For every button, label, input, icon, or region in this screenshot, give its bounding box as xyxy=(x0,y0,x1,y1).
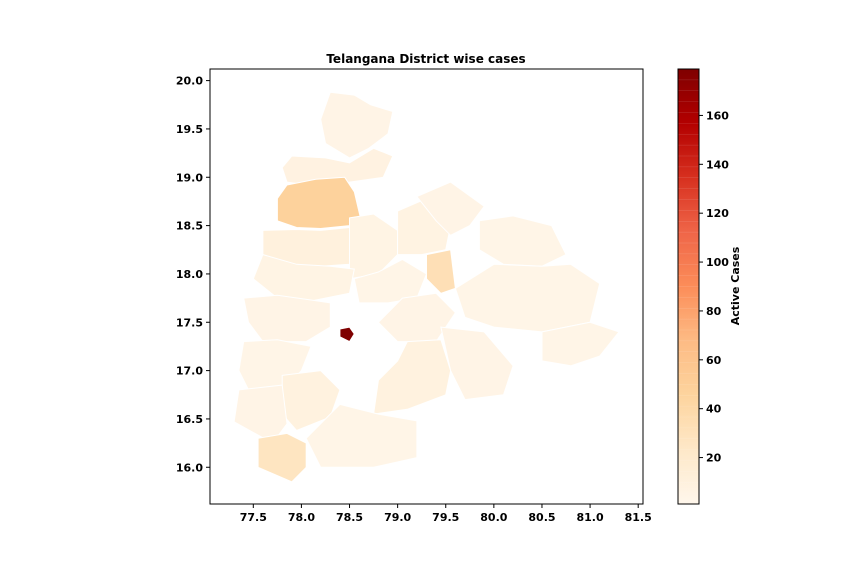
y-tick-label: 19.0 xyxy=(176,171,203,184)
district-region xyxy=(257,432,307,483)
district-region xyxy=(373,339,452,415)
colorbar-frame xyxy=(677,68,700,505)
y-tick-label: 18.5 xyxy=(176,220,203,233)
y-tick-label: 16.0 xyxy=(176,461,203,474)
colorbar-tick-label: 60 xyxy=(706,354,722,367)
district-region xyxy=(440,326,514,401)
y-tick-label: 20.0 xyxy=(176,75,203,88)
x-tick-label: 80.5 xyxy=(528,511,555,524)
district-region xyxy=(320,91,394,159)
district-region xyxy=(276,176,362,230)
district-region xyxy=(349,213,399,280)
y-tick-label: 17.0 xyxy=(176,365,203,378)
x-tick-label: 79.5 xyxy=(432,511,459,524)
district-layer xyxy=(233,91,620,483)
y-tick-label: 16.5 xyxy=(176,413,203,426)
colorbar-contour-bands xyxy=(678,79,699,494)
x-tick-label: 78.5 xyxy=(336,511,363,524)
colorbar-tick-label: 20 xyxy=(706,452,722,465)
y-tick-label: 19.5 xyxy=(176,123,203,136)
x-tick-label: 80.0 xyxy=(480,511,507,524)
colorbar-tick-label: 80 xyxy=(706,305,722,318)
colorbar-tick-label: 140 xyxy=(706,158,729,171)
district-region xyxy=(243,294,331,343)
x-tick-label: 81.5 xyxy=(625,511,652,524)
colorbar-tick-label: 100 xyxy=(706,256,729,269)
x-tick-label: 78.0 xyxy=(288,511,315,524)
district-region xyxy=(416,181,485,236)
y-axis: 16.0 16.5 17.0 17.5 18.0 18.5 19.0 19.5 20.0 xyxy=(176,75,210,474)
district-region xyxy=(233,384,288,444)
district-region xyxy=(541,321,620,367)
colorbar-tick-label: 120 xyxy=(706,207,729,220)
y-tick-label: 18.0 xyxy=(176,268,203,281)
district-region xyxy=(478,215,567,267)
colorbar-axis: 20 40 60 80 100 120 140 160 xyxy=(699,109,729,465)
colorbar-tick-label: 160 xyxy=(706,109,729,122)
district-region xyxy=(252,253,355,302)
chart-title: Telangana District wise cases xyxy=(326,52,525,66)
x-axis: 77.5 78.0 78.5 79.0 79.5 80.0 80.5 81.0 81.5 xyxy=(240,504,652,524)
y-tick-label: 17.5 xyxy=(176,316,203,329)
colorbar-label: Active Cases xyxy=(729,246,742,325)
x-tick-label: 81.0 xyxy=(577,511,604,524)
colorbar-tick-label: 40 xyxy=(706,403,722,416)
district-region xyxy=(353,258,428,304)
x-tick-label: 79.0 xyxy=(384,511,411,524)
district-region xyxy=(339,326,355,343)
x-tick-label: 77.5 xyxy=(240,511,267,524)
district-region xyxy=(305,403,418,468)
map-axes-frame xyxy=(209,68,644,505)
colorbar-gradient xyxy=(678,69,699,504)
district-region xyxy=(281,147,394,188)
district-region xyxy=(454,263,601,333)
